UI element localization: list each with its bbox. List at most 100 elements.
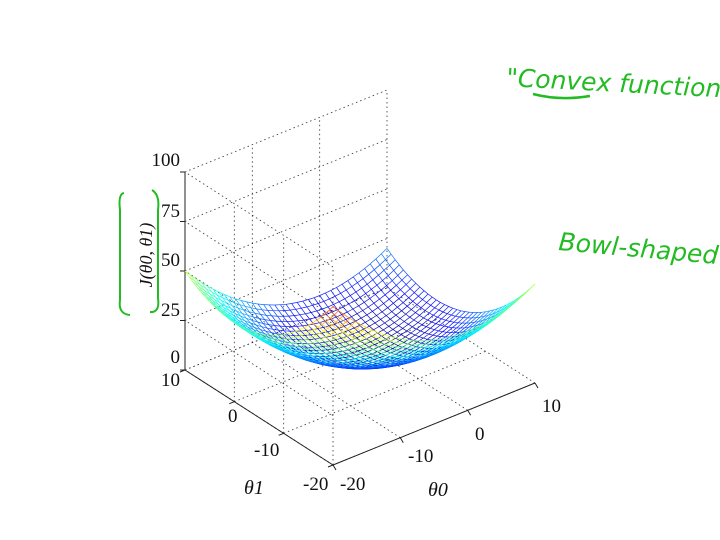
- mesh-line-u30-19: [422, 333, 430, 339]
- mesh-line-v15-6: [388, 358, 393, 362]
- mesh-line-u2-19: [265, 340, 272, 345]
- mesh-line-v8-0: [373, 332, 379, 337]
- mesh-line-v30-26: [390, 318, 395, 323]
- mesh-line-u19-23: [345, 356, 351, 358]
- mesh-line-v12-30: [272, 329, 278, 335]
- convex-function-note: "Convex function": [506, 63, 720, 104]
- mesh-line-u34-15: [461, 317, 468, 324]
- mesh-line-u25-36: [325, 290, 332, 294]
- mesh-line-u7-30: [248, 324, 255, 328]
- mesh-line-v28-31: [358, 305, 363, 311]
- mesh-line-u8-29: [258, 331, 265, 334]
- mesh-line-u20-31: [317, 327, 324, 330]
- mesh-line-v22-20: [369, 357, 375, 360]
- mesh-line-v32-29: [388, 298, 394, 304]
- mesh-line-u22-27: [345, 339, 352, 343]
- mesh-line-v6-9: [325, 351, 330, 354]
- mesh-line-u8-8: [344, 354, 351, 358]
- z-tick-75: 75: [161, 201, 180, 222]
- mesh-line-v23-34: [317, 303, 323, 310]
- mesh-line-u0-15: [271, 334, 278, 340]
- mesh-line-v10-33: [249, 311, 254, 318]
- mesh-line-u4-4: [338, 334, 345, 339]
- mesh-line-u34-18: [449, 315, 456, 322]
- mesh-line-v11-2: [382, 344, 387, 349]
- mesh-line-u19-0: [439, 337, 446, 340]
- mesh-line-v7-1: [363, 333, 369, 338]
- mesh-line-v35-12: [475, 316, 481, 319]
- mesh-line-v30-28: [381, 311, 387, 316]
- mesh-line-u27-32: [352, 305, 359, 310]
- mesh-line-u29-31: [368, 302, 375, 308]
- mesh-line-u19-22: [349, 358, 355, 361]
- mesh-line-u5-0: [360, 324, 367, 328]
- mesh-line-v6-8: [329, 350, 334, 353]
- theta1-axis-label: θ1: [244, 477, 264, 499]
- mesh-line-u4-9: [318, 345, 325, 350]
- mesh-line-v9-31: [251, 320, 257, 326]
- mesh-line-v28-28: [370, 318, 376, 324]
- mesh-line-v22-33: [316, 310, 322, 317]
- mesh-line-u0-1: [328, 310, 335, 315]
- mesh-line-v19-27: [324, 341, 329, 347]
- mesh-line-v34-12: [470, 321, 475, 324]
- mesh-line-u19-35: [295, 307, 302, 310]
- mesh-line-v8-4: [357, 345, 362, 349]
- mesh-line-u26-20: [396, 346, 403, 351]
- mesh-line-u6-30: [243, 322, 250, 326]
- mesh-line-u20-32: [313, 322, 320, 325]
- mesh-line-v5-0: [356, 324, 362, 329]
- mesh-line-u13-4: [389, 352, 396, 355]
- mesh-line-v7-3: [355, 340, 361, 345]
- mesh-line-v9-2: [370, 341, 376, 346]
- mesh-line-u32-13: [458, 327, 465, 333]
- mesh-line-u21-36: [302, 299, 309, 302]
- mesh-line-u29-26: [388, 322, 395, 327]
- mesh-line-v32-17: [438, 330, 443, 333]
- mesh-line-v32-26: [401, 310, 406, 315]
- mesh-line-u0-19: [254, 331, 261, 337]
- mesh-line-u28-36: [341, 280, 348, 285]
- mesh-line-u20-29: [325, 335, 332, 338]
- mesh-line-u4-5: [334, 337, 341, 342]
- mesh-line-v36-22: [440, 302, 445, 305]
- mesh-line-v17-1: [419, 343, 425, 348]
- mesh-line-u25-35: [329, 295, 336, 300]
- mesh-line-v12-29: [276, 333, 282, 339]
- mesh-line-u20-36: [297, 300, 303, 303]
- mesh-line-u3-5: [329, 334, 336, 339]
- mesh-line-v10-32: [253, 316, 258, 323]
- mesh-line-v31-33: [366, 283, 372, 290]
- mesh-line-v0-4: [312, 319, 317, 324]
- mesh-line-u19-36: [291, 302, 298, 304]
- mesh-line-v12-3: [383, 349, 389, 353]
- mesh-line-u13-9: [368, 363, 375, 366]
- mesh-line-u24-24: [368, 344, 375, 348]
- mesh-line-v8-1: [369, 335, 375, 341]
- mesh-line-v34-11: [474, 321, 479, 323]
- mesh-line-v32-18: [434, 329, 439, 332]
- mesh-line-u34-19: [445, 314, 452, 321]
- mesh-line-u35-8: [496, 306, 503, 313]
- mesh-line-v0-27: [217, 309, 223, 314]
- mesh-line-u19-1: [435, 341, 442, 344]
- mesh-line-u0-17: [262, 333, 269, 339]
- mesh-line-v36-23: [436, 299, 441, 303]
- mesh-line-v20-33: [305, 313, 310, 320]
- mesh-line-v13-8: [368, 362, 374, 365]
- mesh-line-u10-2: [380, 343, 387, 346]
- mesh-line-v36-26: [423, 290, 429, 295]
- mesh-line-v14-4: [390, 353, 396, 357]
- mesh-line-u6-32: [234, 313, 241, 317]
- mesh-line-v13-33: [265, 315, 271, 321]
- mesh-line-u7-0: [372, 329, 379, 333]
- mesh-line-v35-29: [405, 284, 411, 289]
- mesh-line-u30-16: [435, 336, 442, 341]
- mesh-line-u29-17: [425, 339, 432, 345]
- mesh-line-u35-26: [422, 293, 429, 300]
- mesh-line-v17-0: [424, 340, 429, 345]
- mesh-line-v18-4: [413, 353, 418, 357]
- mesh-line-v6-10: [321, 353, 326, 355]
- mesh-line-v30-31: [369, 298, 375, 304]
